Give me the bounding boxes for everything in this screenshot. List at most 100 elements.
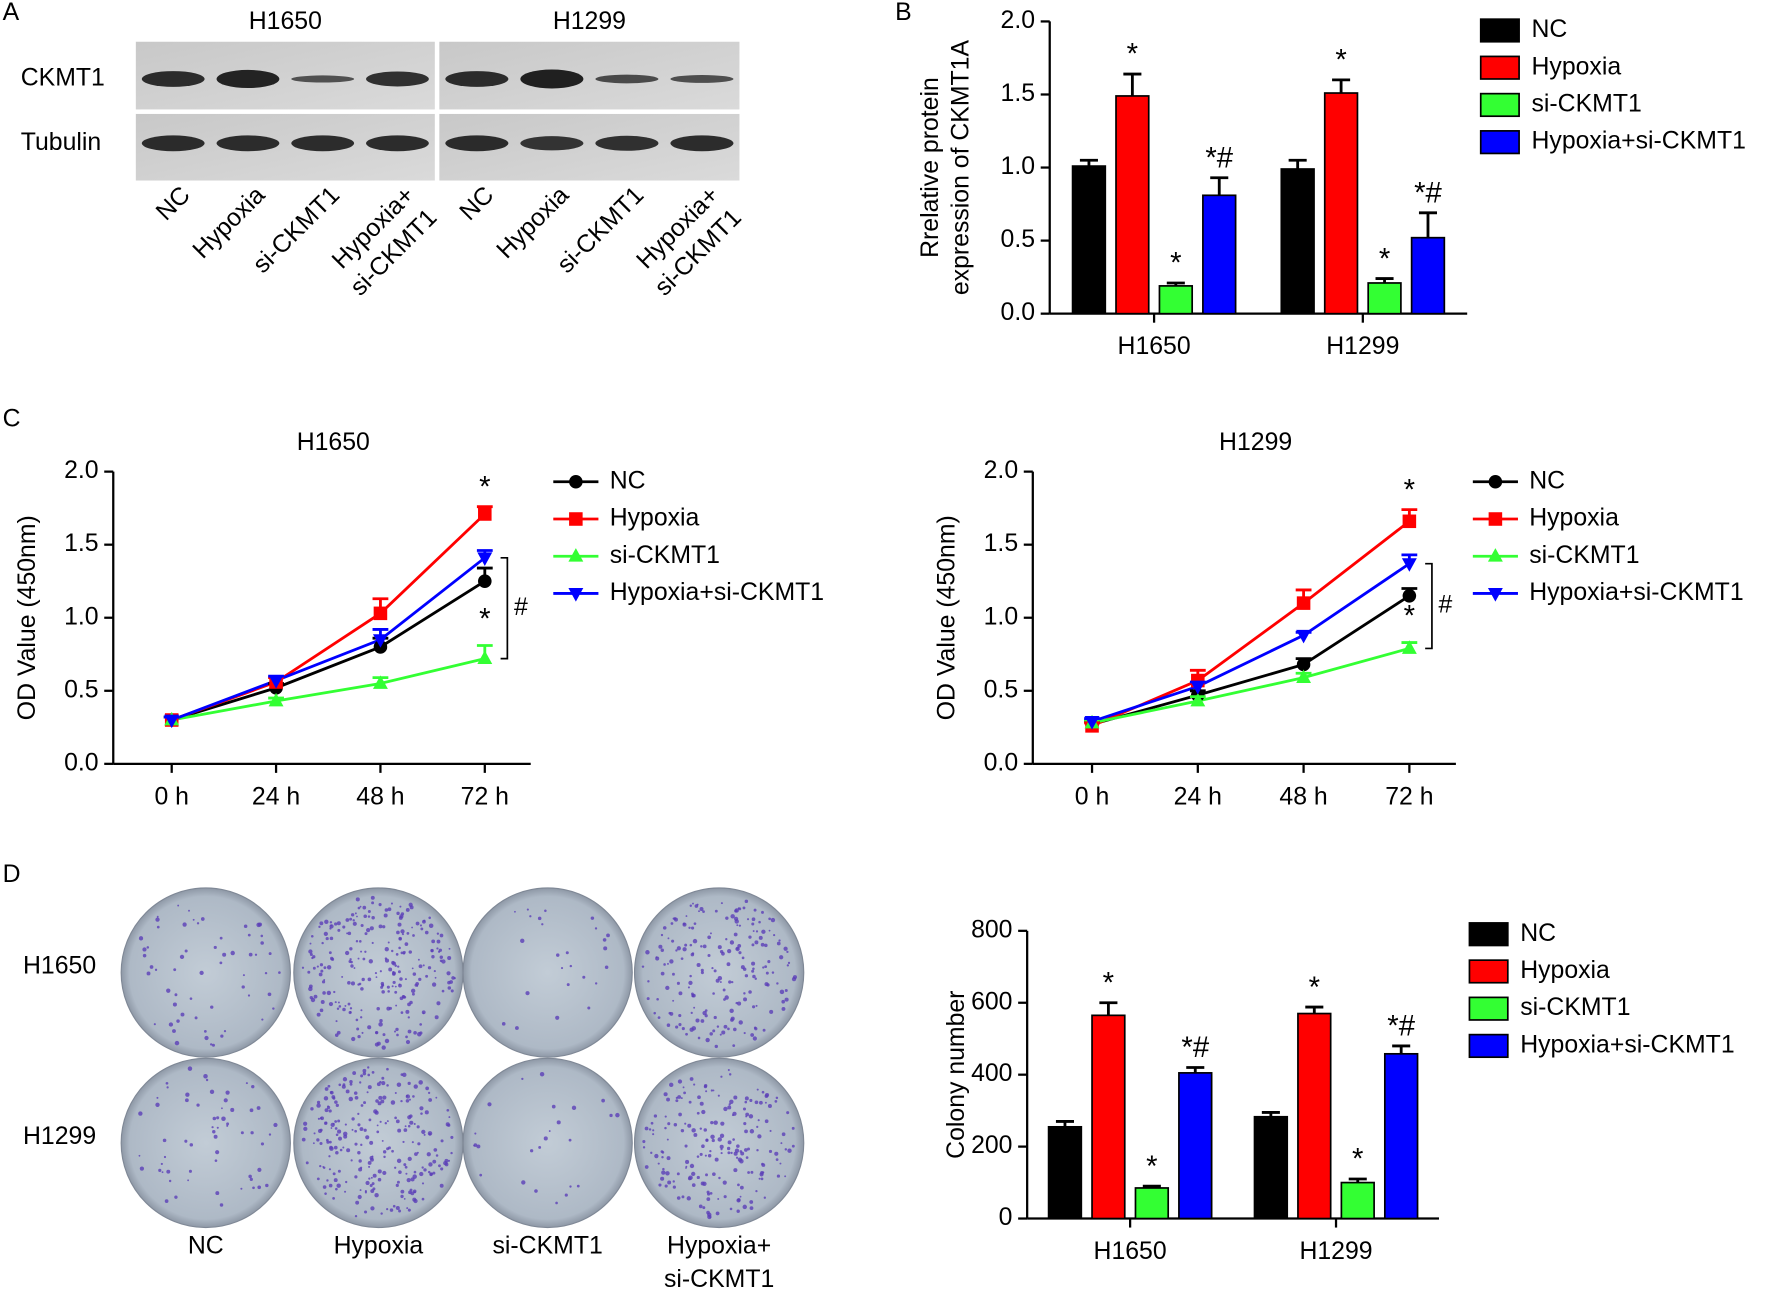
colony (318, 925, 321, 928)
colony (660, 933, 664, 937)
significance-label: * (479, 602, 490, 635)
colony (351, 1117, 355, 1121)
colony (693, 1083, 696, 1086)
colony (400, 1011, 404, 1014)
colony (370, 1189, 375, 1193)
colony (337, 928, 341, 932)
colony (720, 1148, 723, 1151)
colony (316, 1103, 321, 1108)
colony (720, 902, 723, 905)
colony (382, 925, 386, 929)
bar (1280, 168, 1315, 315)
colony (249, 1108, 254, 1113)
colony (407, 1156, 412, 1161)
legend-label: Hypoxia (1532, 53, 1622, 80)
colony (421, 1010, 426, 1015)
colony (526, 908, 529, 911)
error-bar (1123, 72, 1142, 96)
legend-swatch (1479, 18, 1520, 43)
colony (325, 937, 329, 941)
colony (409, 1120, 414, 1125)
colony (609, 1113, 613, 1118)
bar (1178, 1072, 1213, 1220)
colony (733, 1095, 738, 1100)
colony (356, 915, 358, 918)
colony (356, 1027, 360, 1031)
colony (372, 1173, 377, 1178)
colony (521, 1180, 526, 1185)
colony (333, 1145, 338, 1150)
colony (189, 1143, 194, 1147)
colony (737, 1001, 742, 1006)
colony (756, 1088, 759, 1091)
colony (249, 1177, 253, 1182)
colony (379, 1018, 383, 1023)
colony (763, 1196, 766, 1199)
colony (657, 1016, 661, 1020)
colony (334, 922, 338, 926)
colony (180, 1012, 185, 1017)
colony (768, 929, 771, 932)
colony (221, 1107, 223, 1110)
colony (751, 917, 756, 922)
colony (368, 959, 373, 964)
colony (432, 1171, 436, 1175)
colony (349, 947, 353, 951)
colony (686, 1196, 691, 1201)
blot-band (445, 135, 509, 152)
colony (319, 1164, 322, 1168)
colony (418, 977, 422, 982)
colony (153, 1023, 156, 1026)
colony (711, 966, 714, 970)
colony (720, 1075, 723, 1078)
colony (427, 1170, 431, 1174)
colony (174, 1195, 178, 1199)
colony (744, 1148, 748, 1152)
plate (462, 1057, 633, 1229)
protein-label: CKMT1 (21, 65, 105, 92)
colony (349, 958, 352, 961)
colony (350, 1159, 353, 1162)
colony (666, 1023, 671, 1027)
colony (320, 1116, 324, 1121)
colony (737, 1157, 743, 1162)
colony (355, 1018, 359, 1022)
colony (694, 904, 699, 908)
bar (1115, 95, 1150, 315)
colony (324, 1121, 328, 1124)
colony (367, 1066, 370, 1069)
colony (312, 966, 316, 970)
colony (338, 1083, 342, 1087)
colony (413, 1170, 417, 1174)
colony (587, 1006, 591, 1010)
colony (413, 1122, 416, 1125)
colony (400, 1189, 405, 1194)
colony (761, 1163, 766, 1167)
colony (328, 1168, 332, 1171)
colony (704, 1154, 707, 1157)
colony (723, 1024, 728, 1029)
colony (709, 1032, 713, 1036)
colony (398, 1209, 402, 1213)
colony (319, 1141, 323, 1146)
colony (775, 1158, 779, 1162)
colony (185, 1092, 190, 1097)
colony (641, 965, 645, 968)
colony (684, 1144, 688, 1148)
colony (344, 1123, 347, 1126)
colony (359, 1189, 362, 1192)
y-tick-label: 2.0 (984, 457, 1018, 484)
colony (675, 1099, 679, 1103)
colony (359, 1127, 364, 1131)
colony (644, 1126, 649, 1131)
colony (428, 1098, 433, 1102)
colony (353, 967, 356, 969)
colony (328, 1155, 331, 1158)
colony (222, 952, 227, 957)
colony (705, 1173, 708, 1177)
colony (436, 939, 441, 944)
colony (337, 1001, 340, 1004)
colony (447, 986, 452, 990)
colony (669, 959, 674, 964)
colony (787, 961, 791, 965)
